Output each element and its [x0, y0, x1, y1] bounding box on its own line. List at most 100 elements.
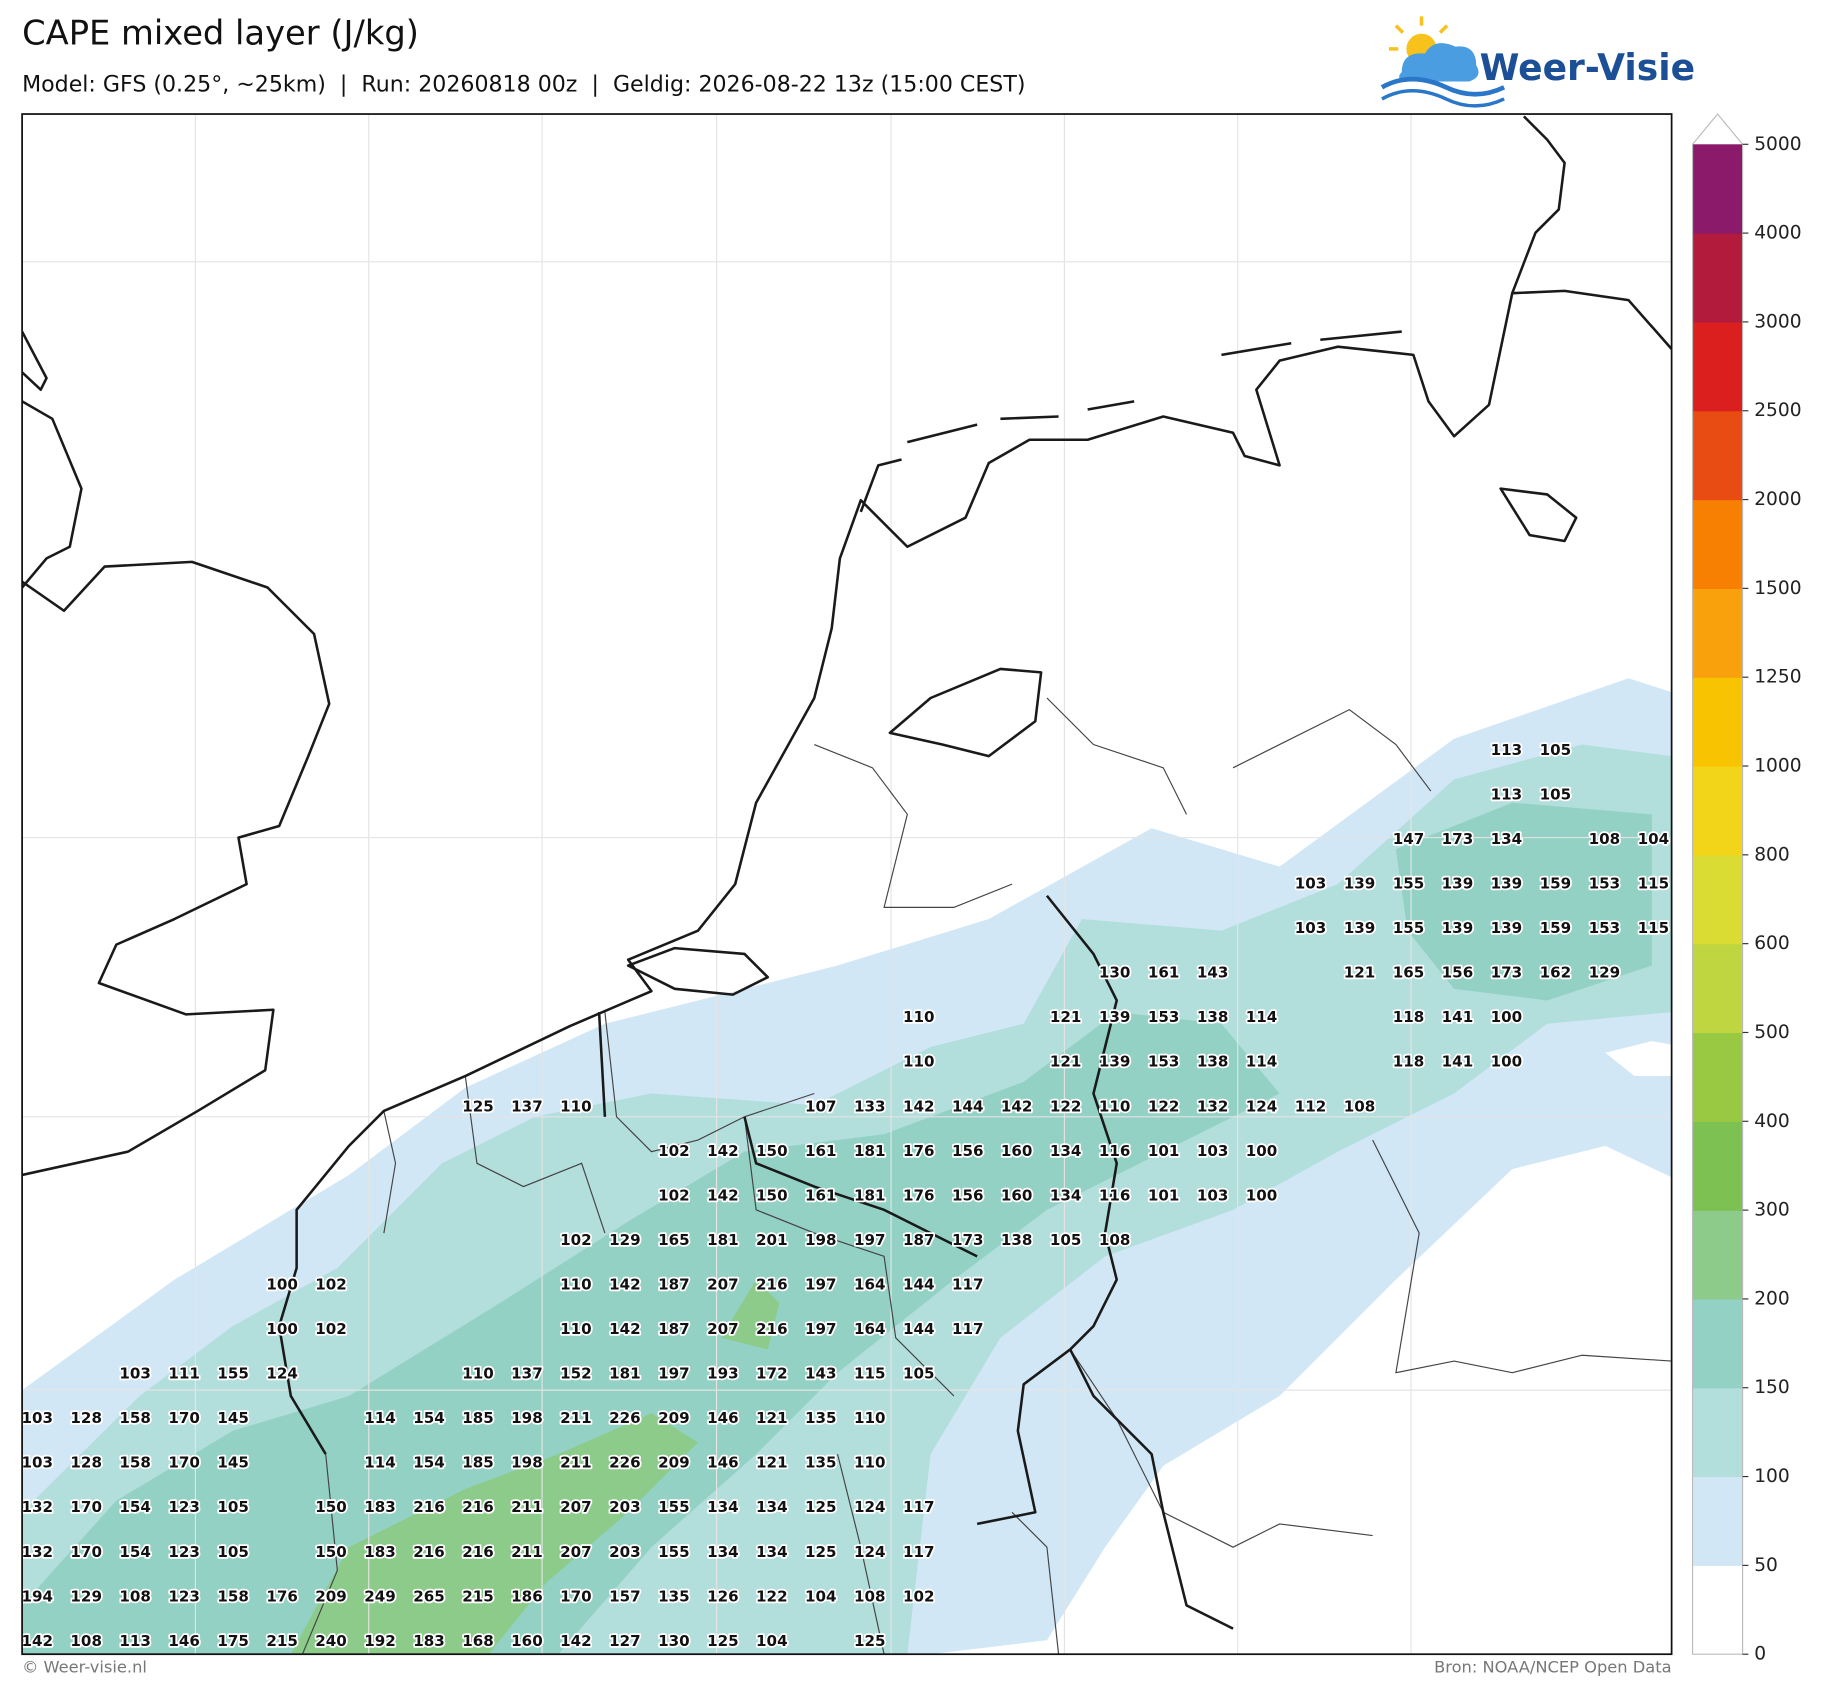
grid-value: 114 [1246, 1008, 1278, 1026]
borders [277, 697, 1672, 1655]
grid-value: 207 [560, 1498, 592, 1516]
grid-value: 125 [805, 1498, 837, 1516]
colorbar-tick-label: 800 [1754, 844, 1790, 865]
grid-value: 135 [805, 1409, 837, 1427]
grid-value: 142 [609, 1275, 641, 1293]
grid-value: 198 [511, 1409, 543, 1427]
grid-value: 110 [560, 1097, 592, 1115]
grid-value: 216 [462, 1543, 494, 1561]
grid-value: 187 [903, 1231, 935, 1249]
grid-value: 203 [609, 1498, 641, 1516]
colorbar-tick-label: 50 [1754, 1555, 1778, 1576]
colorbar-tick-label: 2000 [1754, 489, 1801, 510]
grid-value: 156 [952, 1186, 984, 1204]
grid-value: 150 [756, 1186, 788, 1204]
grid-value: 187 [658, 1275, 690, 1293]
grid-value: 103 [1295, 919, 1327, 937]
grid-value: 117 [903, 1543, 935, 1561]
grid-value: 110 [560, 1275, 592, 1293]
footer-left: © Weer-visie.nl [22, 1658, 147, 1677]
grid-value: 124 [854, 1543, 886, 1561]
grid-value: 139 [1442, 875, 1474, 893]
grid-value: 104 [756, 1632, 788, 1650]
grid-value: 165 [658, 1231, 690, 1249]
grid-value: 161 [1148, 964, 1180, 982]
grid-value: 158 [119, 1409, 151, 1427]
grid-value: 142 [903, 1097, 935, 1115]
colorbar-segment [1692, 1121, 1743, 1211]
grid-value: 118 [1393, 1053, 1425, 1071]
grid-value: 141 [1442, 1008, 1474, 1026]
grid-value: 121 [1050, 1053, 1082, 1071]
colorbar-tick-label: 400 [1754, 1111, 1790, 1132]
grid-value: 197 [854, 1231, 886, 1249]
grid-value: 216 [413, 1543, 445, 1561]
grid-value: 110 [854, 1409, 886, 1427]
colorbar-tick-label: 3000 [1754, 311, 1801, 332]
grid-value: 144 [903, 1320, 935, 1338]
grid-value: 101 [1148, 1186, 1180, 1204]
grid-value: 105 [217, 1543, 249, 1561]
grid-value: 215 [266, 1632, 298, 1650]
grid-value: 201 [756, 1231, 788, 1249]
grid-value: 155 [658, 1543, 690, 1561]
grid-value: 132 [21, 1543, 53, 1561]
grid-value: 173 [1442, 830, 1474, 848]
grid-value: 226 [609, 1409, 641, 1427]
grid-value: 157 [609, 1587, 641, 1605]
colorbar-tick-label: 500 [1754, 1022, 1790, 1043]
grid-value: 198 [805, 1231, 837, 1249]
grid-value: 138 [1197, 1053, 1229, 1071]
colorbar-tick-label: 1500 [1754, 578, 1801, 599]
colorbar-segment [1692, 410, 1743, 501]
grid-value: 145 [217, 1454, 249, 1472]
grid-value: 211 [511, 1543, 543, 1561]
grid-value: 176 [266, 1587, 298, 1605]
colorbar-tick-label: 0 [1754, 1644, 1766, 1665]
grid-value: 185 [462, 1409, 494, 1427]
colorbar-segment [1692, 943, 1743, 1034]
grid-value: 207 [560, 1543, 592, 1561]
grid-value: 103 [21, 1409, 53, 1427]
grid-value: 139 [1344, 919, 1376, 937]
subtitle: Model: GFS (0.25°, ~25km) | Run: 2026081… [22, 71, 1025, 97]
grid-value: 155 [1393, 919, 1425, 937]
grid-value: 144 [903, 1275, 935, 1293]
grid-value: 183 [364, 1498, 396, 1516]
grid-value: 139 [1442, 919, 1474, 937]
grid-value: 216 [413, 1498, 445, 1516]
grid-value: 117 [903, 1498, 935, 1516]
grid-value: 143 [805, 1365, 837, 1383]
colorbar-segment [1692, 1387, 1743, 1478]
grid-value: 128 [70, 1454, 102, 1472]
grid-value: 134 [756, 1498, 788, 1516]
grid-value: 100 [1491, 1053, 1523, 1071]
grid-value: 170 [560, 1587, 592, 1605]
grid-value: 153 [1589, 919, 1621, 937]
grid-value: 142 [560, 1632, 592, 1650]
grid-value: 139 [1099, 1053, 1131, 1071]
grid-value: 134 [1050, 1142, 1082, 1160]
colorbar-segment [1692, 677, 1743, 767]
grid-value: 152 [560, 1365, 592, 1383]
colorbar-tick-label: 600 [1754, 933, 1790, 954]
map-frame [21, 113, 1673, 1656]
grid-value: 181 [854, 1142, 886, 1160]
grid-value: 203 [609, 1543, 641, 1561]
grid-value: 139 [1099, 1008, 1131, 1026]
grid-value: 158 [119, 1454, 151, 1472]
grid-value: 155 [658, 1498, 690, 1516]
grid-value: 102 [560, 1231, 592, 1249]
grid-value: 170 [70, 1498, 102, 1516]
grid-value: 115 [854, 1365, 886, 1383]
grid-value: 198 [511, 1454, 543, 1472]
grid-value: 183 [413, 1632, 445, 1650]
grid-value: 113 [1491, 741, 1523, 759]
grid-value: 105 [1540, 741, 1572, 759]
grid-value: 265 [413, 1587, 445, 1605]
grid-value: 108 [70, 1632, 102, 1650]
grid-value: 110 [903, 1053, 935, 1071]
grid-value: 100 [266, 1275, 298, 1293]
grid-value: 104 [1638, 830, 1670, 848]
grid-value: 135 [658, 1587, 690, 1605]
